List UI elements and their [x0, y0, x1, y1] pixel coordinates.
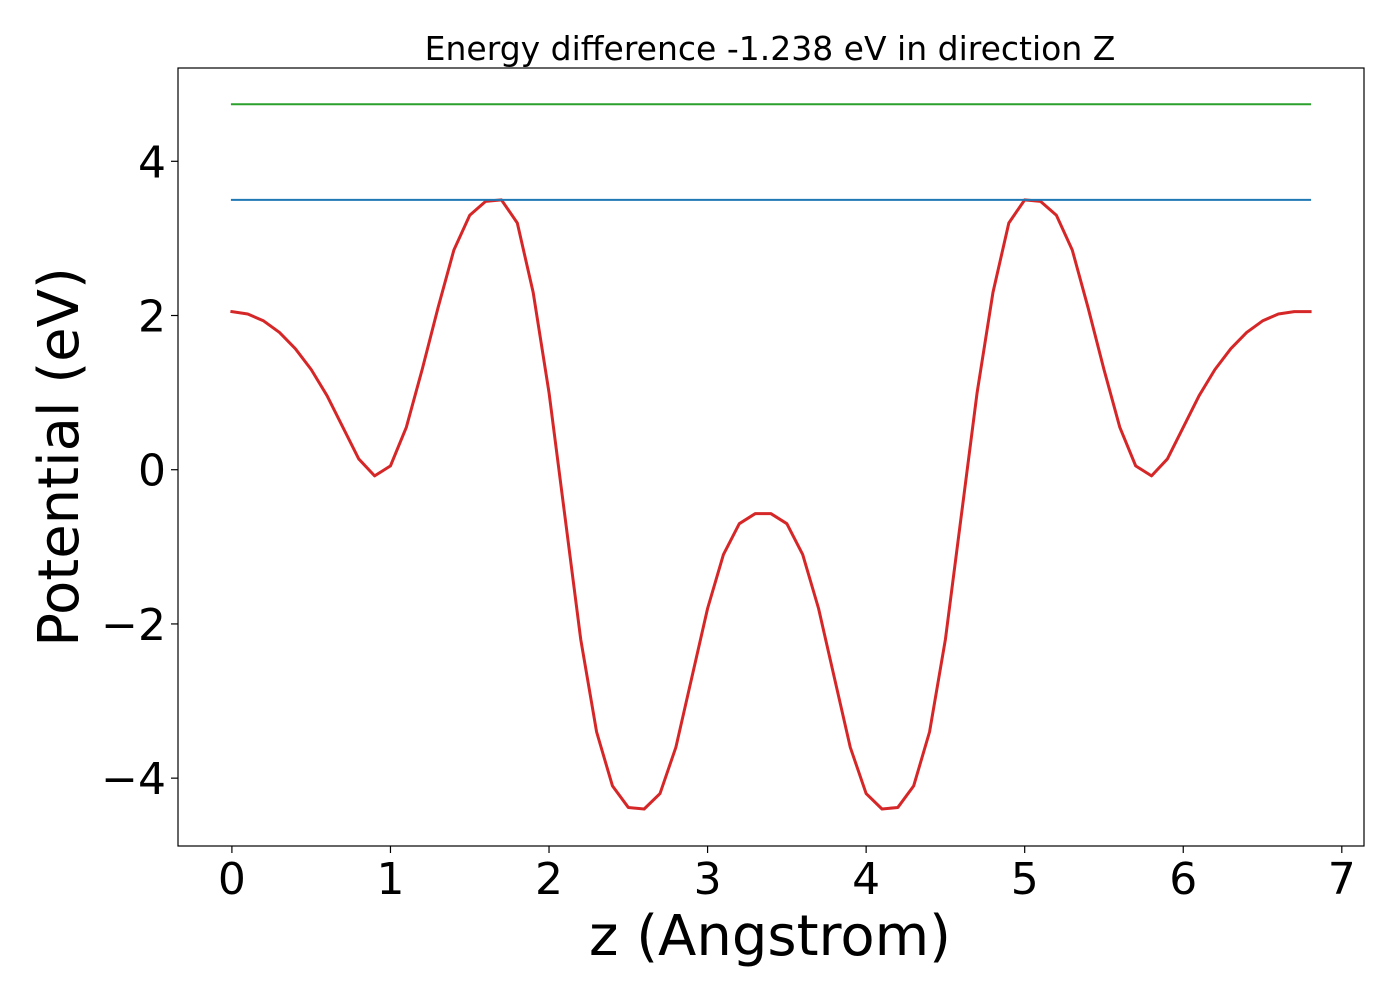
x-tick-label: 7 — [1328, 854, 1356, 905]
x-tick-label: 6 — [1169, 854, 1197, 905]
x-tick-label: 2 — [535, 854, 563, 905]
chart-title: Energy difference -1.238 eV in direction… — [425, 29, 1116, 68]
y-tick-label: 0 — [138, 446, 166, 497]
y-tick-label: −4 — [101, 754, 166, 805]
x-tick-label: 5 — [1011, 854, 1039, 905]
x-tick-label: 0 — [218, 854, 246, 905]
y-tick-label: 2 — [138, 292, 166, 343]
x-axis-label: z (Angstrom) — [589, 904, 951, 969]
x-tick-label: 4 — [852, 854, 880, 905]
x-tick-label: 1 — [376, 854, 404, 905]
x-tick-label: 3 — [694, 854, 722, 905]
y-tick-label: 4 — [138, 137, 166, 188]
plot-frame — [177, 67, 1365, 847]
y-axis: −4 −2 0 2 4 — [101, 137, 178, 805]
x-axis: 0 1 2 3 4 5 6 7 — [218, 846, 1356, 905]
y-axis-label: Potential (eV) — [27, 267, 92, 647]
y-tick-label: −2 — [101, 600, 166, 651]
plot-area — [177, 67, 1365, 847]
series-line-0 — [230, 198, 1312, 811]
